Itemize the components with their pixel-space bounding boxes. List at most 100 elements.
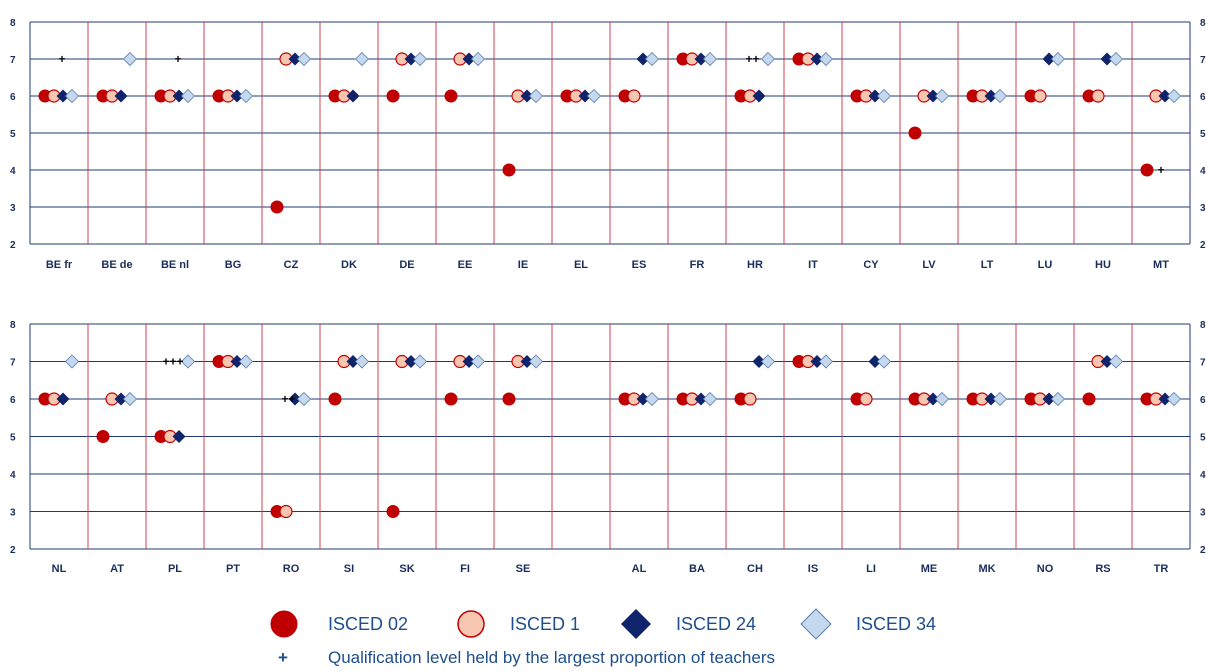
y-tick-label-left: 8 <box>10 18 16 29</box>
marker-isced34 <box>1050 51 1066 67</box>
marker-isced24 <box>346 355 360 368</box>
category-label-pt: PT <box>226 563 240 575</box>
y-tick-label-left: 6 <box>10 92 16 103</box>
marker-isced02 <box>1140 163 1154 177</box>
chart-legend: ISCED 02 ISCED 1 ISCED 24 ISCED 34 + Qua… <box>270 608 936 667</box>
category-label-be-de: BE de <box>101 259 132 271</box>
marker-isced02 <box>444 392 458 406</box>
chart-panels: 2 2 3 3 4 4 5 5 6 6 7 7 8 8 BE fr BE de BE nl BG CZ DK DE EE I… <box>10 18 1206 575</box>
marker-isced34 <box>760 51 776 67</box>
category-label-de: DE <box>399 259 414 271</box>
marker-isced02 <box>270 200 284 214</box>
marker-isced34 <box>1166 391 1182 407</box>
marker-isced02 <box>328 392 342 406</box>
marker-isced24 <box>230 355 244 368</box>
marker-isced34 <box>180 88 196 104</box>
y-tick-label-left: 2 <box>10 240 16 251</box>
category-label-ba: BA <box>689 563 705 575</box>
category-label-se: SE <box>516 563 531 575</box>
category-label-si: SI <box>344 563 354 575</box>
marker-isced34 <box>1050 391 1066 407</box>
marker-isced24 <box>288 52 302 66</box>
marker-isced24 <box>868 89 882 103</box>
marker-isced24 <box>114 89 128 103</box>
marker-isced34 <box>1166 88 1182 104</box>
marker-isced1 <box>627 89 641 103</box>
marker-isced24 <box>172 430 186 443</box>
marker-isced24 <box>810 355 824 368</box>
marker-isced34 <box>354 354 370 369</box>
marker-isced34 <box>702 391 718 407</box>
marker-isced24 <box>1158 89 1172 103</box>
marker-isced24 <box>404 52 418 66</box>
y-tick-label-left: 7 <box>10 358 16 369</box>
marker-isced34 <box>934 391 950 407</box>
marker-isced24 <box>694 392 708 406</box>
plus-mark: + <box>288 392 295 406</box>
marker-isced24 <box>230 89 244 103</box>
marker-isced24 <box>520 355 534 368</box>
marker-isced24 <box>636 52 650 66</box>
y-tick-label-right: 6 <box>1200 395 1206 406</box>
marker-isced1 <box>1091 89 1105 103</box>
y-tick-label-left: 7 <box>10 55 16 66</box>
marker-isced24 <box>1042 392 1056 406</box>
marker-isced24 <box>346 89 360 103</box>
y-tick-label-left: 5 <box>10 129 16 140</box>
marker-isced02 <box>444 89 458 103</box>
category-label-hu: HU <box>1095 259 1111 271</box>
marker-isced34 <box>644 51 660 67</box>
plus-mark: + <box>176 355 183 369</box>
legend-item-isced34: ISCED 34 <box>800 608 936 640</box>
marker-isced24 <box>636 392 650 406</box>
marker-isced02 <box>386 89 400 103</box>
marker-isced34 <box>876 354 892 369</box>
marker-isced02 <box>908 126 922 140</box>
y-tick-label-right: 5 <box>1200 433 1206 444</box>
marker-isced34 <box>470 51 486 67</box>
legend-note: + Qualification level held by the larges… <box>278 648 775 667</box>
y-tick-label-right: 7 <box>1200 358 1206 369</box>
marker-isced34 <box>122 51 138 67</box>
marker-isced1 <box>279 504 293 519</box>
marker-isced24 <box>520 89 534 103</box>
marker-isced34 <box>470 354 486 369</box>
category-label-lu: LU <box>1038 259 1053 271</box>
marker-isced34 <box>876 88 892 104</box>
category-label-nl: NL <box>52 563 67 575</box>
marker-isced34 <box>644 391 660 407</box>
category-label-lv: LV <box>922 259 936 271</box>
y-tick-label-left: 4 <box>10 470 16 481</box>
y-tick-label-right: 4 <box>1200 470 1206 481</box>
legend-label-isced24: ISCED 24 <box>676 614 756 634</box>
marker-isced24 <box>868 355 882 368</box>
marker-isced34 <box>238 88 254 104</box>
marker-isced24 <box>984 89 998 103</box>
marker-isced24 <box>752 89 766 103</box>
plus-mark: + <box>174 52 181 66</box>
marker-isced34 <box>180 354 196 369</box>
legend-label-isced34: ISCED 34 <box>856 614 936 634</box>
plus-mark: + <box>752 52 759 66</box>
category-label-sk: SK <box>399 563 414 575</box>
marker-isced34 <box>992 88 1008 104</box>
plus-mark: + <box>58 52 65 66</box>
y-tick-label-right: 3 <box>1200 508 1206 519</box>
marker-isced24 <box>810 52 824 66</box>
marker-isced24 <box>752 355 766 368</box>
marker-isced24 <box>1100 52 1114 66</box>
category-label-hr: HR <box>747 259 763 271</box>
y-tick-label-right: 6 <box>1200 92 1206 103</box>
marker-isced34 <box>528 354 544 369</box>
category-label-rs: RS <box>1095 563 1110 575</box>
marker-isced34 <box>412 354 428 369</box>
legend-label-isced02: ISCED 02 <box>328 614 408 634</box>
plus-mark: + <box>162 355 169 369</box>
marker-isced24 <box>288 392 302 406</box>
marker-isced34 <box>1108 354 1124 369</box>
category-label-lt: LT <box>981 259 994 271</box>
category-label-ie: IE <box>518 259 528 271</box>
y-tick-label-left: 3 <box>10 508 16 519</box>
legend-item-isced02: ISCED 02 <box>270 610 408 638</box>
category-label-fr: FR <box>690 259 705 271</box>
